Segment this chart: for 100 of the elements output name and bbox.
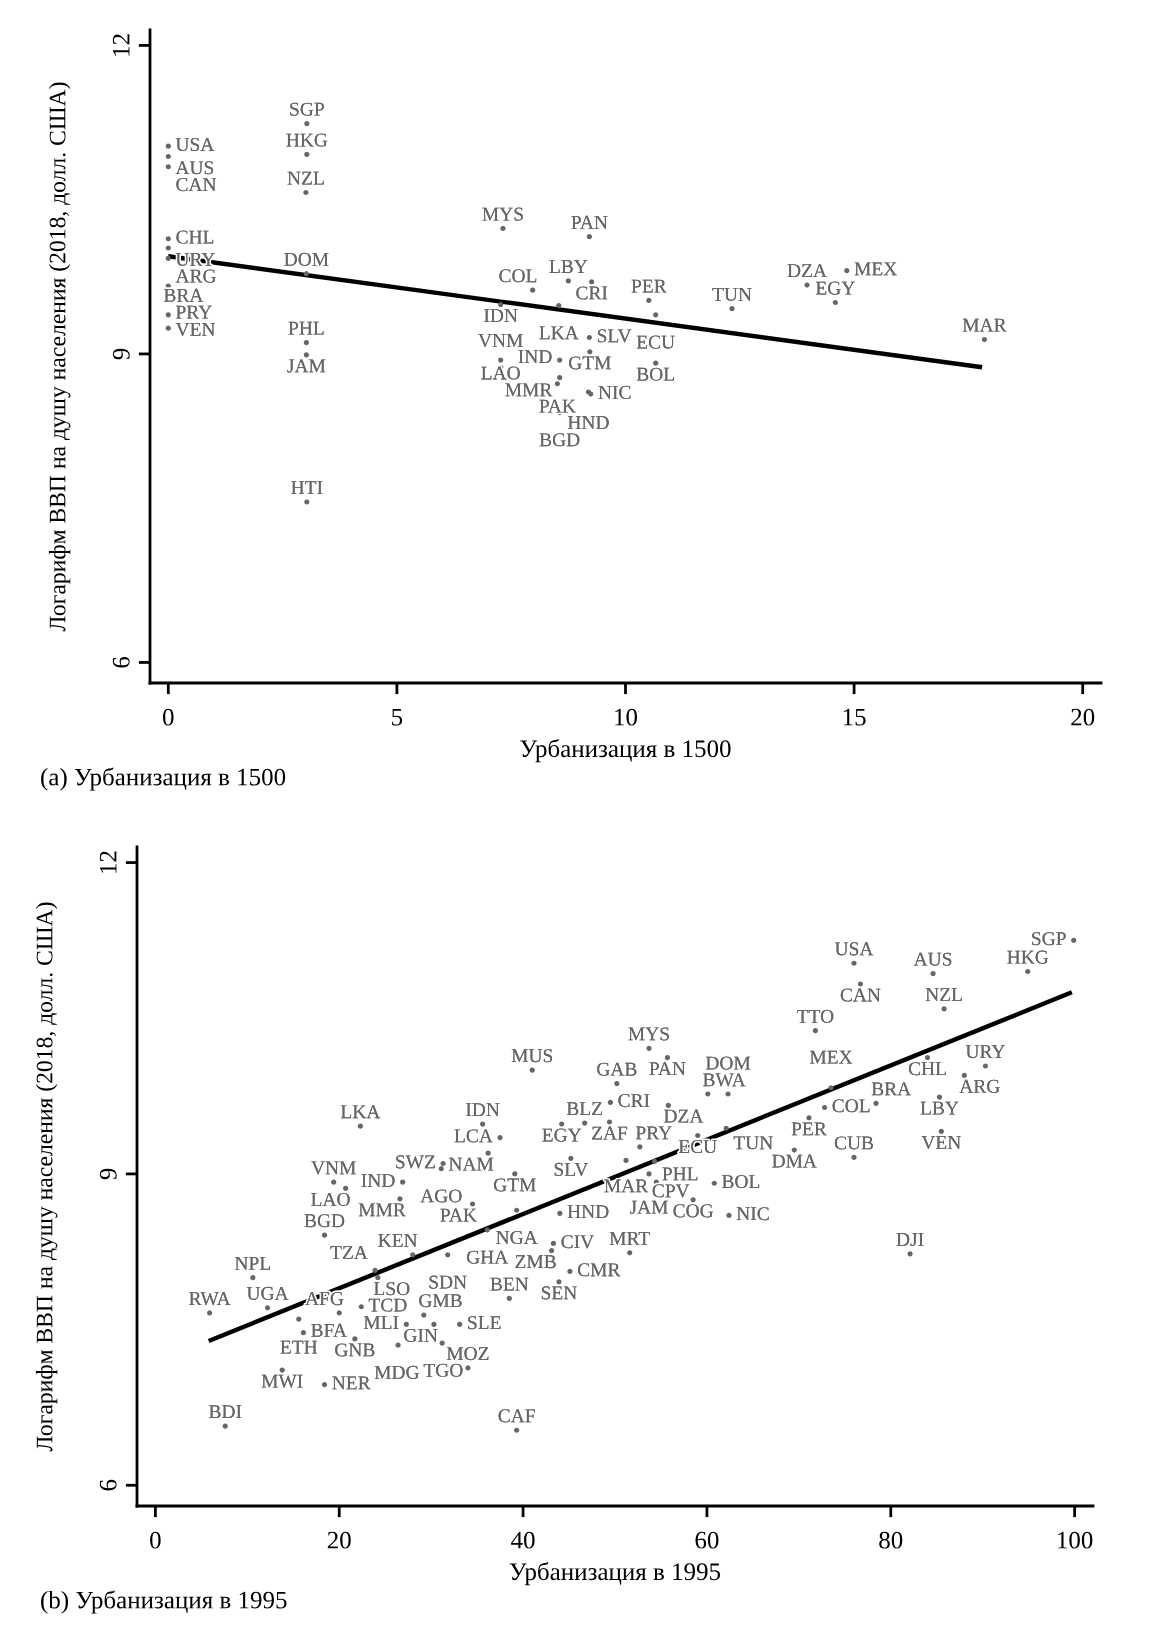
data-label: EGY [542, 1128, 582, 1142]
point [165, 255, 171, 261]
x-tick-label: 20 [327, 1531, 351, 1549]
data-label: NGA [496, 1230, 538, 1245]
data-label: BGD [539, 433, 580, 447]
point [165, 236, 171, 242]
data-label: URY [965, 1045, 1005, 1059]
data-label: LAO [311, 1192, 350, 1207]
x-tick-label: 15 [843, 708, 866, 726]
data-label: MRT [609, 1232, 650, 1245]
data-label: CAN [176, 178, 217, 192]
data-label: HND [567, 1205, 609, 1219]
data-label: PRY [635, 1126, 672, 1140]
point [729, 306, 735, 312]
data-label: ARG [959, 1079, 1000, 1093]
point [304, 151, 310, 158]
x-axis-title: Урбанизация в 1500 [520, 739, 731, 763]
point [165, 153, 171, 160]
data-label: MOZ [446, 1347, 489, 1361]
data-label: BFA [311, 1323, 347, 1337]
y-tick-label: 9 [112, 348, 130, 360]
point [165, 143, 171, 149]
data-label: COL [499, 269, 537, 283]
data-label: GTM [494, 1178, 536, 1192]
data-label: GTM [569, 356, 611, 370]
point [303, 189, 309, 196]
data-label: BOL [636, 367, 674, 381]
data-label: SLV [597, 329, 632, 343]
data-label: GAB [597, 1062, 637, 1076]
data-label: PAN [571, 215, 608, 229]
point [500, 225, 506, 232]
data-label: DOM [705, 1056, 751, 1070]
data-label: PAN [649, 1062, 686, 1076]
data-label: CAF [498, 1409, 535, 1423]
data-label: CUB [834, 1136, 874, 1150]
y-tick-label: 6 [99, 1479, 117, 1491]
point [304, 120, 310, 127]
data-label: ZMB [515, 1255, 556, 1269]
x-tick-label: 20 [1071, 708, 1095, 726]
data-label: NIC [598, 385, 631, 399]
data-label: AGO [420, 1189, 462, 1203]
data-label: CAN [840, 988, 881, 1002]
point [586, 334, 592, 341]
data-label: EGY [815, 281, 855, 295]
data-label: IDN [466, 1103, 500, 1117]
data-label: TCD [368, 1298, 407, 1312]
data-label: BRA [163, 288, 204, 302]
y-tick-label: 12 [112, 34, 130, 56]
point [303, 340, 309, 346]
data-label: MDG [374, 1365, 419, 1379]
data-label: NER [332, 1376, 371, 1390]
point [587, 349, 593, 355]
data-label: NPL [235, 1256, 271, 1270]
data-label: SLV [554, 1162, 589, 1177]
data-label: GIN [404, 1328, 438, 1342]
data-label: ETH [280, 1340, 318, 1354]
data-label: NIC [736, 1207, 769, 1221]
data-label: IND [361, 1174, 395, 1187]
x-axis-title: Урбанизация в 1995 [509, 1562, 721, 1586]
data-label: COG [673, 1204, 714, 1218]
data-label: TUN [712, 287, 752, 301]
text: (a) Урбанизация в 1500 [41, 767, 286, 791]
data-label: JAM [287, 359, 326, 373]
data-label: MMR [505, 383, 553, 397]
data-label: SLE [468, 1316, 501, 1330]
point [557, 374, 563, 381]
data-label: SWZ [396, 1155, 435, 1169]
data-label: NAM [448, 1157, 494, 1171]
data-label: BWA [703, 1073, 746, 1087]
data-label: LBY [549, 260, 588, 273]
data-label: BOL [722, 1175, 760, 1189]
x-tick-label: 60 [695, 1531, 719, 1549]
data-label: LKA [340, 1105, 381, 1119]
x-tick-label: 80 [879, 1531, 903, 1549]
point [804, 282, 810, 288]
point [530, 287, 536, 293]
y-tick-label: 12 [99, 851, 117, 873]
data-label: DOM [284, 252, 329, 266]
data-label: COL [832, 1099, 870, 1113]
data-label: CMR [577, 1263, 621, 1277]
data-label: USA [175, 138, 215, 152]
data-label: HKG [1007, 950, 1049, 964]
data-label: BEN [490, 1277, 529, 1291]
data-label: MAR [962, 318, 1007, 332]
x-tick-label: 5 [392, 708, 403, 726]
data-label: LAO [481, 366, 520, 380]
y-tick-label: 6 [112, 656, 130, 668]
data-label: GNB [335, 1343, 375, 1357]
data-label: TUN [733, 1136, 773, 1150]
data-label: MAR [604, 1179, 649, 1193]
point [832, 299, 838, 306]
data-label: GHA [466, 1250, 509, 1264]
data-label: ZAF [592, 1126, 628, 1140]
y-tick-label: 9 [99, 1168, 117, 1180]
data-label: TTO [797, 1009, 834, 1023]
point [844, 268, 850, 274]
point [303, 271, 309, 277]
data-label: PER [631, 279, 667, 293]
data-label: IDN [484, 309, 518, 322]
data-label: PHL [288, 321, 324, 335]
